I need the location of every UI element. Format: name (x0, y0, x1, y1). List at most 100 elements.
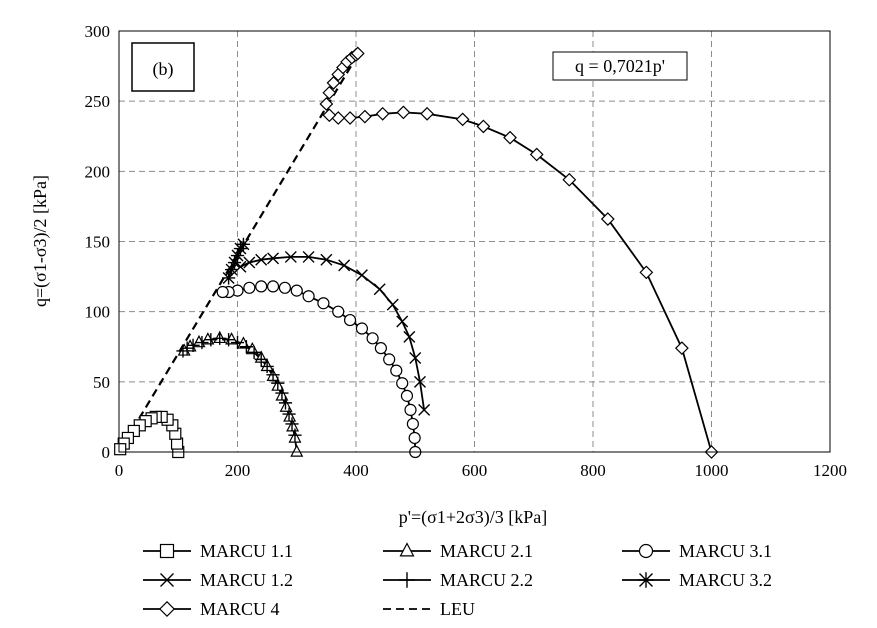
marcu-1-2-point (403, 330, 416, 343)
equation-label: q = 0,7021p' (575, 56, 665, 76)
y-tick-label: 0 (102, 443, 111, 462)
legend-label-marcu-1-1: MARCU 1.1 (200, 541, 293, 561)
marcu-3-1-point (216, 285, 229, 299)
marcu-1-2-point (243, 256, 256, 269)
x-tick-label: 600 (462, 461, 488, 480)
series-curves (118, 52, 713, 453)
marcu-3-1-point (255, 280, 268, 293)
equation-box: q = 0,7021p' (552, 51, 688, 81)
marcu-4-point (420, 106, 434, 121)
marcu-3-1-point (396, 377, 409, 390)
y-tick-label: 200 (85, 162, 111, 181)
marcu-3-1-point (243, 281, 256, 294)
grid-lines (119, 31, 830, 452)
marcu-2-2-point (282, 407, 296, 421)
marcu-2-2-point (260, 359, 274, 373)
legend-marker-marcu-4 (159, 601, 175, 617)
marcu-1-2-point (373, 283, 386, 296)
marcu-2-2-point (254, 352, 268, 366)
marcu-4-point (357, 109, 372, 124)
marcu-4-point (529, 147, 544, 162)
x-tick-label: 0 (115, 461, 124, 480)
marcu-3-1-point (266, 280, 280, 293)
plot-frame (118, 30, 831, 453)
marcu-3-1-point (404, 403, 417, 416)
marcu-3-2-point (222, 271, 236, 285)
marcu-2-2-point (186, 338, 200, 352)
marcu-4-point (503, 130, 517, 145)
marcu-3-1-point (374, 342, 387, 355)
marcu-2-2-point (278, 396, 293, 410)
marcu-3-1-point (406, 417, 419, 431)
marcu-2-2-point (288, 428, 302, 442)
legend-marker-marcu-2-2 (399, 572, 415, 588)
legend-label-marcu-1-2: MARCU 1.2 (200, 570, 293, 590)
marcu-1-2-point (396, 315, 409, 328)
marcu-4-point (343, 111, 357, 125)
marcu-3-2-point (233, 241, 248, 256)
marcu-2-2-point (285, 417, 299, 431)
legend-label-marcu-3-1: MARCU 3.1 (679, 541, 772, 561)
marcu-2-1-point (290, 444, 304, 457)
marcu-2-2-point (239, 340, 253, 354)
marcu-3-1-point (383, 353, 396, 366)
marcu-4-point (375, 106, 390, 121)
legend-marker-marcu-1-1 (159, 543, 175, 559)
marcu-1-2-point (320, 253, 333, 266)
marcu-3-1-point (400, 389, 414, 402)
marcu-4-point (350, 46, 365, 61)
marcu-4-point (396, 105, 411, 120)
marcu-4-point (322, 85, 337, 100)
y-axis-title: q=(σ1-σ3)/2 [kPa] (30, 175, 51, 307)
marcu-4-point (600, 212, 615, 226)
marcu-3-2-point (227, 255, 242, 270)
marcu-2-2-point (266, 368, 280, 382)
marcu-2-2-point (275, 386, 289, 400)
legend-label-marcu-4: MARCU 4 (200, 599, 280, 619)
marcu-4-point (322, 108, 337, 123)
marcu-1-2-point (255, 253, 268, 266)
marcu-4-point (319, 97, 334, 111)
marcu-2-2-point (230, 335, 245, 350)
x-tick-label: 800 (580, 461, 606, 480)
y-tick-label: 150 (85, 233, 111, 252)
marcu-1-2-point (413, 375, 426, 388)
marcu-1-2-point (386, 298, 399, 311)
marcu-2-2-point (222, 333, 236, 347)
marcu-4-point (326, 76, 341, 90)
y-tick-label: 250 (85, 92, 111, 111)
marcu-1-2-point (409, 351, 422, 364)
x-axis-title: p'=(σ1+2σ3)/3 [kPa] (399, 507, 547, 528)
marcu-2-2-point (247, 345, 261, 359)
x-tick-label: 400 (343, 461, 369, 480)
marcu-3-1-point (332, 305, 345, 318)
marcu-4-point (639, 265, 654, 280)
tick-labels: 0 200 400 600 800 1000 1200 0 50 100 150 200 250 300 (85, 22, 848, 480)
marcu-2-2-point (204, 333, 218, 347)
marcu-4-point (476, 119, 491, 134)
marcu-1-2-point (338, 259, 351, 272)
y-tick-label: 50 (93, 373, 110, 392)
panel-label: (b) (153, 59, 174, 80)
marcu-2-2-point (176, 344, 190, 358)
marcu-3-2-point (230, 248, 245, 263)
legend-label-marcu-2-2: MARCU 2.2 (440, 570, 533, 590)
marcu-2-2-point (271, 376, 285, 390)
legend-label-marcu-3-2: MARCU 3.2 (679, 570, 772, 590)
x-tick-label: 1000 (695, 461, 729, 480)
marcu-4-point (674, 341, 689, 356)
marcu-3-2-point (224, 262, 239, 277)
marcu-1-2-point (355, 269, 368, 282)
marcu-2-2-point (213, 331, 227, 345)
marcu-4-point (562, 172, 577, 187)
marcu-3-1-point (366, 332, 379, 345)
series-markers (114, 46, 719, 459)
marcu-1-1-point (114, 443, 127, 456)
marcu-4-point (455, 112, 470, 127)
marcu-3-2-point (236, 237, 251, 251)
marcu-3-1-point (290, 284, 303, 297)
marcu-3-1-point (408, 431, 421, 445)
legend-marker-marcu-2-1 (399, 542, 415, 557)
legend-label-marcu-2-1: MARCU 2.1 (440, 541, 533, 561)
